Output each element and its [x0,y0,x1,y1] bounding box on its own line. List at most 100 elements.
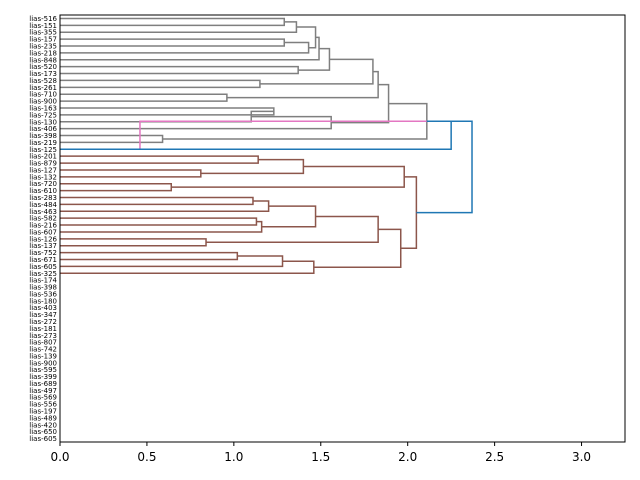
leaf-label: lias-127 [29,166,57,174]
dendrogram-link [60,260,315,275]
leaf-label: lias-139 [29,352,57,360]
dendrogram-link [226,70,379,99]
dendrogram-link [60,196,254,206]
dendrogram-link [313,228,402,268]
leaf-label: lias-605 [29,263,57,271]
leaf-label: lias-879 [29,160,57,168]
leaf-label: lias-235 [29,42,57,50]
leaf-label: lias-720 [29,180,57,188]
dendrogram-link [60,255,284,268]
leaf-label: lias-650 [29,428,57,436]
leaf-label: lias-181 [29,325,57,333]
leaf-label: lias-163 [29,104,57,112]
leaf-label: lias-556 [29,401,57,409]
leaf-label: lias-689 [29,380,57,388]
leaf-label: lias-807 [29,339,57,347]
leaf-label: lias-325 [29,270,57,278]
leaf-label: lias-399 [29,373,57,381]
leaf-label: lias-605 [29,435,57,443]
leaf-label: lias-403 [29,304,57,312]
dendrogram-link [60,36,320,61]
leaf-label: lias-582 [29,215,57,223]
x-tick-label: 2.5 [485,450,504,464]
dendrogram-link [60,110,274,123]
leaf-label: lias-347 [29,311,57,319]
leaf-label: lias-520 [29,63,57,71]
leaf-label: lias-130 [29,118,57,126]
leaf-label: lias-132 [29,173,57,181]
x-axis: 0.0 0.5 1.0 1.5 2.0 2.5 3.0 [50,442,591,464]
dendrogram-link [60,21,298,33]
leaf-label: lias-752 [29,249,57,257]
leaf-labels-layer: lias-516lias-151lias-355lias-157lias-235… [29,15,57,443]
leaf-label: lias-173 [29,70,57,78]
dendrogram-link [60,220,263,233]
leaf-label: lias-489 [29,414,57,422]
leaf-label: lias-463 [29,208,57,216]
links-layer [60,17,473,275]
x-tick-label: 0.5 [137,450,156,464]
dendrogram-link [206,215,379,244]
leaf-label: lias-137 [29,242,57,250]
dendrogram-link [259,58,374,85]
dendrogram-link [60,115,332,130]
leaf-label: lias-125 [29,146,57,154]
leaf-label: lias-398 [29,284,57,292]
x-tick-label: 3.0 [572,450,591,464]
dendrogram-link [60,17,286,27]
dendrogram-link [60,155,259,164]
leaf-label: lias-219 [29,139,57,147]
dendrogram-link [261,205,317,228]
dendrogram-link [60,217,258,226]
dendrogram-link [331,83,390,124]
leaf-label: lias-497 [29,387,57,395]
dendrogram-link [416,120,473,214]
dendrogram-link [60,79,261,89]
leaf-label: lias-725 [29,111,57,119]
dendrogram-link [60,200,270,213]
leaf-label: lias-201 [29,153,57,161]
dendrogram-link [60,182,173,192]
leaf-label: lias-516 [29,15,57,23]
dendrogram-link [60,251,239,261]
leaf-label: lias-595 [29,366,57,374]
leaf-label: lias-273 [29,332,57,340]
leaf-label: lias-569 [29,394,57,402]
leaf-label: lias-151 [29,22,57,30]
x-tick-label: 1.5 [311,450,330,464]
x-tick-label: 2.0 [398,450,417,464]
leaf-label: lias-671 [29,256,57,264]
leaf-label: lias-420 [29,421,57,429]
leaf-label: lias-742 [29,346,57,354]
leaf-label: lias-848 [29,56,57,64]
dendrogram-link [60,41,310,54]
x-tick-label: 0.0 [50,450,69,464]
leaf-label: lias-536 [29,290,57,298]
leaf-label: lias-126 [29,235,57,243]
leaf-label: lias-710 [29,91,57,99]
leaf-label: lias-484 [29,201,57,209]
leaf-label: lias-283 [29,194,57,202]
leaf-label: lias-218 [29,49,57,57]
leaf-label: lias-528 [29,77,57,85]
leaf-label: lias-197 [29,408,57,416]
x-tick-label: 1.0 [224,450,243,464]
leaf-label: lias-406 [29,125,57,133]
dendrogram-link [60,93,228,102]
leaf-label: lias-900 [29,359,57,367]
leaf-label: lias-174 [29,277,57,285]
leaf-label: lias-157 [29,36,57,44]
leaf-label: lias-272 [29,318,57,326]
leaf-label: lias-607 [29,228,57,236]
leaf-label: lias-355 [29,29,57,37]
dendrogram-link [60,169,202,178]
dendrogram-link [171,165,405,188]
dendrogram-link [60,38,286,47]
dendrogram-link [60,65,299,75]
leaf-label: lias-261 [29,84,57,92]
leaf-label: lias-610 [29,187,57,195]
plot-frame [59,14,626,443]
leaf-label: lias-216 [29,222,57,230]
